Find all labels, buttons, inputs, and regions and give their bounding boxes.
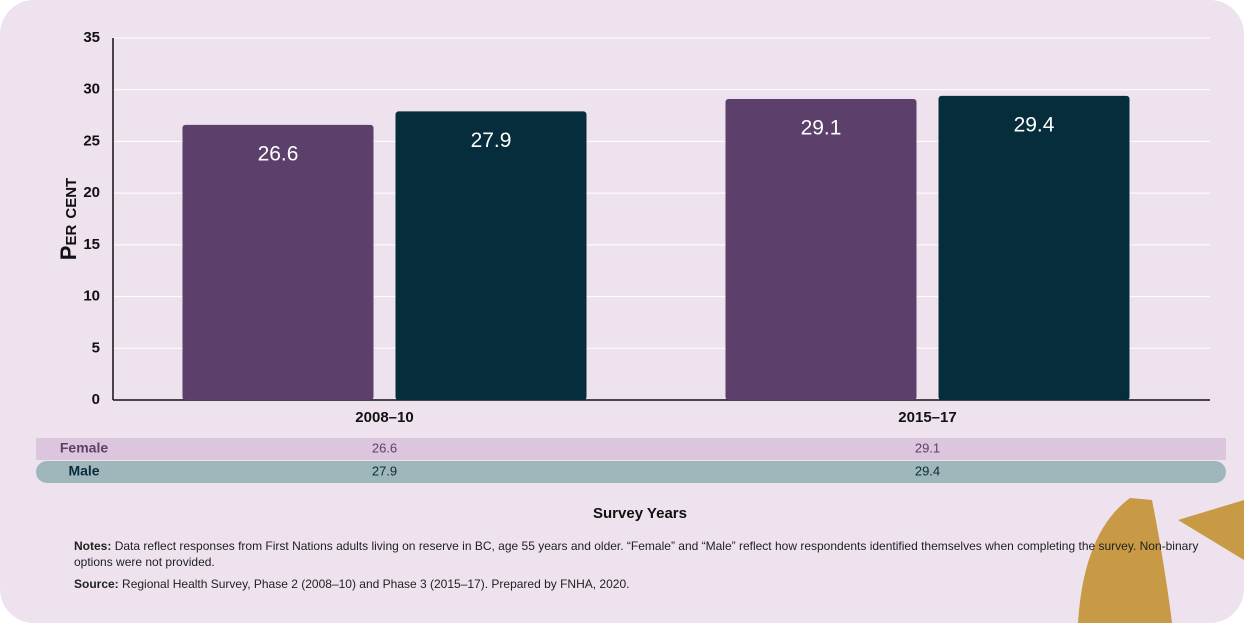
decoration: [1078, 498, 1172, 623]
table-row: [36, 438, 1226, 460]
notes: Notes: Data reflect responses from First…: [74, 538, 1214, 598]
data-label: 26.6: [258, 142, 299, 165]
source: Source: Regional Health Survey, Phase 2 …: [74, 576, 1214, 592]
table-value: 27.9: [372, 463, 397, 478]
decoration: [1178, 500, 1244, 560]
table-row: [36, 461, 1226, 483]
legend-label: Male: [68, 463, 99, 479]
y-axis-label: Per cent: [56, 178, 81, 260]
source-text: Regional Health Survey, Phase 2 (2008–10…: [122, 577, 630, 591]
y-tick-label: 20: [83, 184, 100, 201]
y-tick-label: 10: [83, 288, 100, 305]
bar: [182, 124, 374, 400]
table-value: 26.6: [372, 440, 397, 455]
y-tick-label: 30: [83, 81, 100, 98]
data-label: 29.1: [801, 117, 842, 140]
source-label: Source:: [74, 577, 119, 591]
x-tick-label: 2008–10: [355, 409, 413, 426]
notes-text: Data reflect responses from First Nation…: [74, 539, 1199, 569]
bar: [938, 95, 1130, 401]
legend-label: Female: [60, 440, 108, 456]
data-label: 29.4: [1014, 113, 1055, 136]
bar: [725, 99, 917, 400]
table-value: 29.4: [915, 463, 940, 478]
y-tick-label: 0: [92, 391, 100, 408]
y-tick-label: 15: [83, 236, 100, 253]
data-label: 27.9: [471, 129, 512, 152]
y-tick-label: 25: [83, 132, 100, 149]
table-value: 29.1: [915, 440, 940, 455]
notes-label: Notes:: [74, 539, 112, 553]
x-axis-label: Survey Years: [593, 505, 687, 522]
y-tick-label: 5: [92, 339, 100, 356]
y-tick-label: 35: [83, 29, 100, 46]
note: Notes: Data reflect responses from First…: [74, 538, 1214, 570]
x-tick-label: 2015–17: [898, 409, 956, 426]
bar: [395, 111, 587, 400]
